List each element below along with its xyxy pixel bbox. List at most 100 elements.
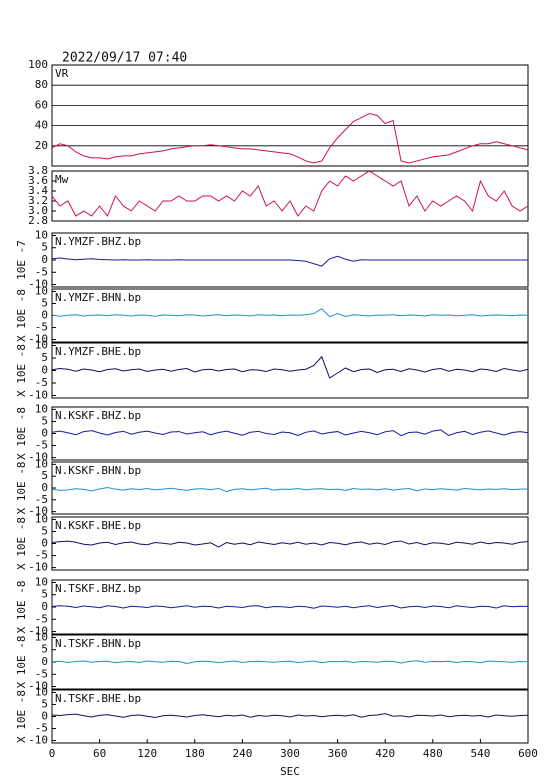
- panel-label: N.TSKF.BHN.bp: [55, 637, 141, 650]
- panel-label: N.KSKF.BHZ.bp: [55, 409, 141, 422]
- y-tick-label: 10: [35, 228, 48, 241]
- y-tick-label: 5: [41, 296, 48, 309]
- panel-frame: [51, 64, 529, 167]
- y-tick-label: 60: [35, 98, 48, 111]
- y-axis-unit: X 10E -8: [15, 344, 28, 397]
- trace: [51, 487, 529, 493]
- y-tick-label: -10: [28, 561, 48, 574]
- y-tick-label: 10: [35, 575, 48, 588]
- trace: [51, 170, 529, 217]
- y-tick-label: 10: [35, 402, 48, 415]
- y-tick-label: 5: [41, 524, 48, 537]
- y-tick-label: 40: [35, 119, 48, 132]
- y-axis-unit: X 10E -8: [15, 462, 28, 515]
- y-tick-label: 0: [41, 427, 48, 440]
- y-tick-label: -5: [35, 549, 48, 562]
- panel-label: N.YMZF.BHN.bp: [55, 291, 141, 304]
- y-tick-label: -5: [35, 265, 48, 278]
- x-tick-label: 0: [49, 747, 56, 760]
- y-tick-label: 3.2: [28, 194, 48, 207]
- y-tick-label: 0: [41, 655, 48, 668]
- y-tick-label: -5: [35, 376, 48, 389]
- panel-label: N.TSKF.BHE.bp: [55, 692, 141, 705]
- x-tick-label: 540: [470, 747, 490, 760]
- y-tick-label: 0: [41, 309, 48, 322]
- y-tick-label: 0: [41, 481, 48, 494]
- panel-label: N.YMZF.BHE.bp: [55, 345, 141, 358]
- y-axis-unit: X 10E -8: [15, 517, 28, 570]
- trace: [51, 429, 529, 437]
- y-axis-unit: X 10E -8: [15, 407, 28, 460]
- y-tick-label: 5: [41, 469, 48, 482]
- x-tick-label: 180: [185, 747, 205, 760]
- y-tick-label: 5: [41, 241, 48, 254]
- y-tick-label: -10: [28, 734, 48, 747]
- y-tick-label: -5: [35, 493, 48, 506]
- x-tick-label: 300: [280, 747, 300, 760]
- y-tick-label: -10: [28, 625, 48, 638]
- trace: [51, 355, 529, 379]
- trace: [51, 540, 529, 548]
- y-tick-label: 5: [41, 351, 48, 364]
- x-tick-label: 60: [93, 747, 106, 760]
- y-axis-unit: X 10E -8: [15, 581, 28, 634]
- y-tick-label: 3.4: [28, 184, 48, 197]
- trace: [51, 308, 529, 318]
- y-tick-label: -10: [28, 333, 48, 346]
- y-tick-label: 80: [35, 78, 48, 91]
- x-axis-label: SEC: [280, 765, 300, 778]
- y-axis-unit: X 10E -8: [15, 690, 28, 743]
- y-tick-label: -5: [35, 722, 48, 735]
- y-tick-label: 10: [35, 630, 48, 643]
- panel-label: N.KSKF.BHE.bp: [55, 519, 141, 532]
- y-tick-label: 0: [41, 537, 48, 550]
- x-tick-label: 240: [232, 747, 252, 760]
- panel-label: N.TSKF.BHZ.bp: [55, 582, 141, 595]
- y-tick-label: 10: [35, 339, 48, 352]
- trace: [51, 660, 529, 664]
- panel-label: VR: [55, 67, 69, 80]
- y-tick-label: -10: [28, 451, 48, 464]
- chart-title: 2022/09/17 07:40: [62, 51, 187, 66]
- panel-label: N.KSKF.BHN.bp: [55, 464, 141, 477]
- y-tick-label: 0: [41, 600, 48, 613]
- y-tick-label: 0: [41, 710, 48, 723]
- y-tick-label: 2.8: [28, 214, 48, 227]
- y-tick-label: 10: [35, 512, 48, 525]
- x-tick-label: 600: [518, 747, 538, 760]
- y-axis-unit: X 10E -8: [15, 636, 28, 689]
- trace: [51, 713, 529, 718]
- y-tick-label: 20: [35, 139, 48, 152]
- y-tick-label: -10: [28, 505, 48, 518]
- y-tick-label: -5: [35, 439, 48, 452]
- y-axis-unit: 10E -7: [15, 240, 28, 280]
- y-tick-label: 5: [41, 588, 48, 601]
- y-tick-label: 5: [41, 643, 48, 656]
- y-tick-label: -10: [28, 389, 48, 402]
- y-tick-label: 10: [35, 457, 48, 470]
- y-tick-label: -10: [28, 278, 48, 291]
- y-tick-label: 10: [35, 685, 48, 698]
- y-tick-label: -5: [35, 321, 48, 334]
- y-tick-label: 5: [41, 697, 48, 710]
- y-tick-label: 100: [28, 58, 48, 71]
- y-tick-label: -5: [35, 612, 48, 625]
- y-tick-label: 3.0: [28, 204, 48, 217]
- x-tick-label: 120: [137, 747, 157, 760]
- y-tick-label: 0: [41, 364, 48, 377]
- y-tick-label: 3.6: [28, 174, 48, 187]
- y-tick-label: -5: [35, 667, 48, 680]
- x-tick-label: 420: [375, 747, 395, 760]
- panel-label: N.YMZF.BHZ.bp: [55, 235, 141, 248]
- y-axis-unit: X 10E -8: [15, 289, 28, 342]
- panel-label: Mw: [55, 173, 69, 186]
- y-tick-label: 5: [41, 414, 48, 427]
- trace: [51, 255, 528, 267]
- trace: [51, 112, 529, 164]
- trace: [51, 605, 529, 609]
- y-tick-label: 3.8: [28, 164, 48, 177]
- y-tick-label: 10: [35, 284, 48, 297]
- y-tick-label: 0: [41, 253, 48, 266]
